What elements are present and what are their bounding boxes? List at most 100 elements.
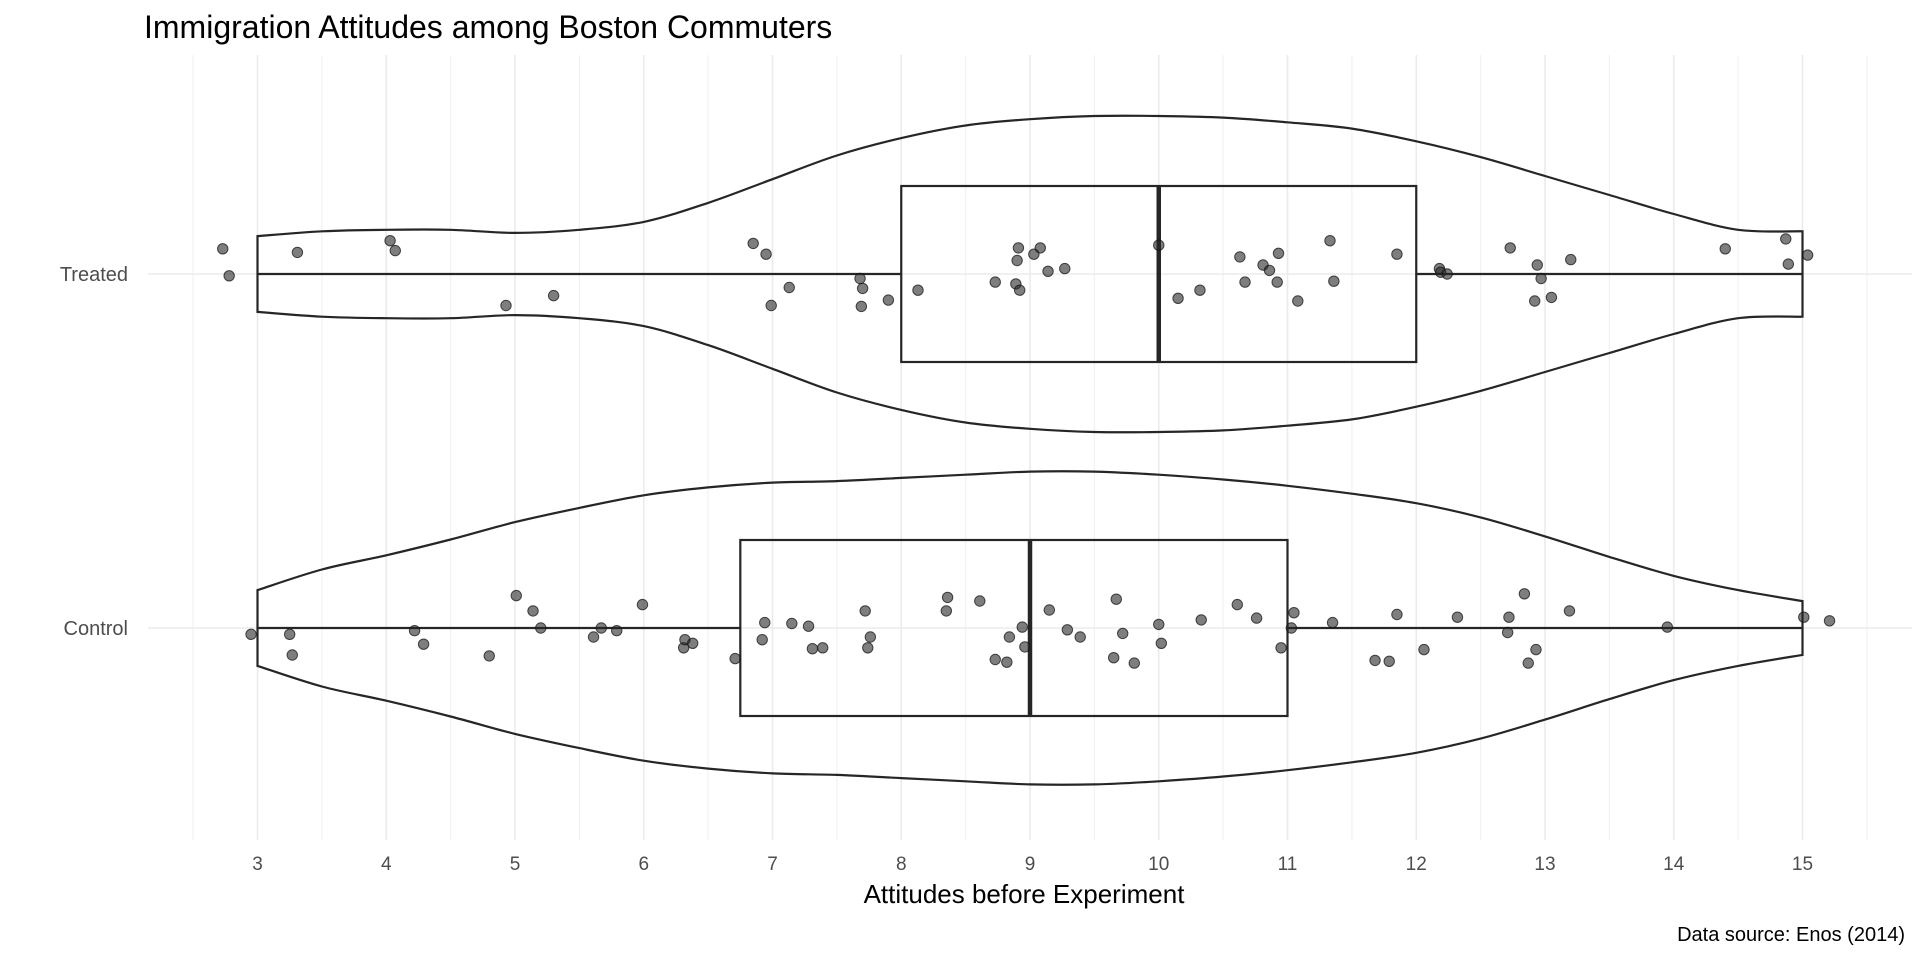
- data-point-treated: [765, 299, 777, 312]
- data-point-control: [1250, 612, 1263, 624]
- data-point-control: [989, 653, 1001, 666]
- data-point-control: [1195, 614, 1207, 626]
- data-point-control: [1231, 598, 1243, 611]
- x-tick-label: 7: [767, 854, 778, 875]
- data-point-treated: [1719, 243, 1731, 255]
- data-point-treated: [223, 270, 235, 282]
- data-point-control: [1563, 605, 1576, 617]
- data-point-treated: [760, 248, 772, 260]
- data-point-treated: [1012, 242, 1025, 254]
- data-point-control: [1661, 621, 1674, 633]
- data-point-treated: [1239, 276, 1251, 288]
- x-tick-label: 11: [1278, 854, 1298, 875]
- data-point-treated: [1324, 235, 1336, 247]
- marks-layer: [217, 114, 1836, 786]
- data-point-control: [1798, 611, 1810, 623]
- data-point-treated: [1014, 284, 1026, 296]
- data-point-treated: [1535, 272, 1547, 285]
- x-tick-label: 12: [1406, 854, 1427, 875]
- x-tick-label: 3: [252, 854, 263, 875]
- data-point-treated: [855, 300, 868, 313]
- data-point-control: [417, 638, 430, 650]
- data-point-treated: [547, 289, 560, 302]
- data-source-caption: Data source: Enos (2014): [1677, 924, 1905, 946]
- data-point-control: [1110, 593, 1122, 605]
- x-tick-label: 14: [1663, 854, 1685, 875]
- y-category-label: Control: [64, 618, 128, 640]
- data-point-control: [1155, 637, 1168, 649]
- y-category-label: Treated: [60, 264, 128, 286]
- data-point-treated: [1271, 276, 1283, 288]
- text-layer: Immigration Attitudes among Boston Commu…: [60, 9, 1905, 946]
- data-point-control: [1383, 655, 1395, 667]
- x-tick-label: 10: [1148, 854, 1169, 875]
- data-point-control: [686, 637, 699, 649]
- data-point-control: [636, 598, 649, 611]
- data-point-control: [1501, 626, 1514, 639]
- x-tick-label: 9: [1025, 854, 1036, 875]
- data-point-control: [1518, 588, 1531, 600]
- data-point-control: [1016, 621, 1028, 633]
- x-tick-label: 6: [638, 854, 649, 875]
- data-point-control: [611, 625, 623, 637]
- data-point-control: [786, 617, 798, 630]
- data-point-control: [974, 595, 986, 607]
- grid-layer: [148, 55, 1912, 840]
- data-point-treated: [989, 276, 1001, 288]
- data-point-control: [756, 634, 768, 646]
- data-point-control: [940, 605, 953, 617]
- data-point-treated: [1545, 291, 1558, 304]
- x-axis-label: Attitudes before Experiment: [864, 879, 1186, 909]
- data-point-control: [1503, 611, 1515, 623]
- data-point-control: [408, 625, 421, 637]
- data-point-control: [1530, 643, 1542, 656]
- x-tick-label: 15: [1792, 854, 1813, 875]
- data-point-control: [1522, 657, 1534, 669]
- data-point-control: [859, 605, 871, 617]
- data-point-treated: [1194, 284, 1206, 296]
- data-point-treated: [1565, 253, 1577, 266]
- data-point-treated: [389, 244, 401, 257]
- data-point-control: [1117, 627, 1129, 640]
- data-point-control: [587, 631, 600, 643]
- data-point-treated: [854, 272, 866, 285]
- data-point-control: [1019, 641, 1031, 653]
- data-point-control: [1061, 624, 1074, 636]
- data-point-treated: [1234, 251, 1246, 263]
- data-point-control: [510, 589, 522, 602]
- data-point-treated: [291, 246, 304, 259]
- data-point-control: [817, 642, 829, 654]
- data-point-control: [1369, 654, 1381, 667]
- data-point-treated: [1801, 249, 1814, 261]
- x-tick-label: 4: [381, 854, 392, 875]
- data-point-control: [806, 643, 819, 655]
- data-point-treated: [1011, 254, 1023, 267]
- data-point-control: [1003, 631, 1016, 643]
- data-point-treated: [384, 235, 396, 247]
- data-point-treated: [217, 243, 229, 255]
- data-point-treated: [1504, 242, 1516, 254]
- data-point-treated: [1782, 258, 1795, 270]
- data-point-treated: [500, 299, 512, 312]
- data-point-treated: [1292, 295, 1304, 307]
- data-point-treated: [783, 281, 795, 294]
- data-point-control: [1043, 604, 1056, 616]
- data-point-control: [1153, 618, 1165, 631]
- data-point-control: [245, 628, 257, 640]
- data-point-treated: [1272, 247, 1285, 260]
- data-point-control: [283, 628, 296, 640]
- data-point-treated: [1328, 275, 1340, 287]
- data-point-control: [1823, 615, 1836, 627]
- data-point-control: [527, 605, 539, 617]
- data-point-control: [1451, 611, 1464, 623]
- data-point-treated: [1042, 265, 1054, 277]
- data-point-control: [1326, 616, 1339, 629]
- x-tick-label: 5: [510, 854, 521, 875]
- data-point-control: [286, 649, 298, 661]
- data-point-control: [729, 652, 741, 665]
- data-point-treated: [1441, 268, 1453, 280]
- data-point-control: [1418, 643, 1430, 656]
- x-tick-label: 8: [896, 854, 907, 875]
